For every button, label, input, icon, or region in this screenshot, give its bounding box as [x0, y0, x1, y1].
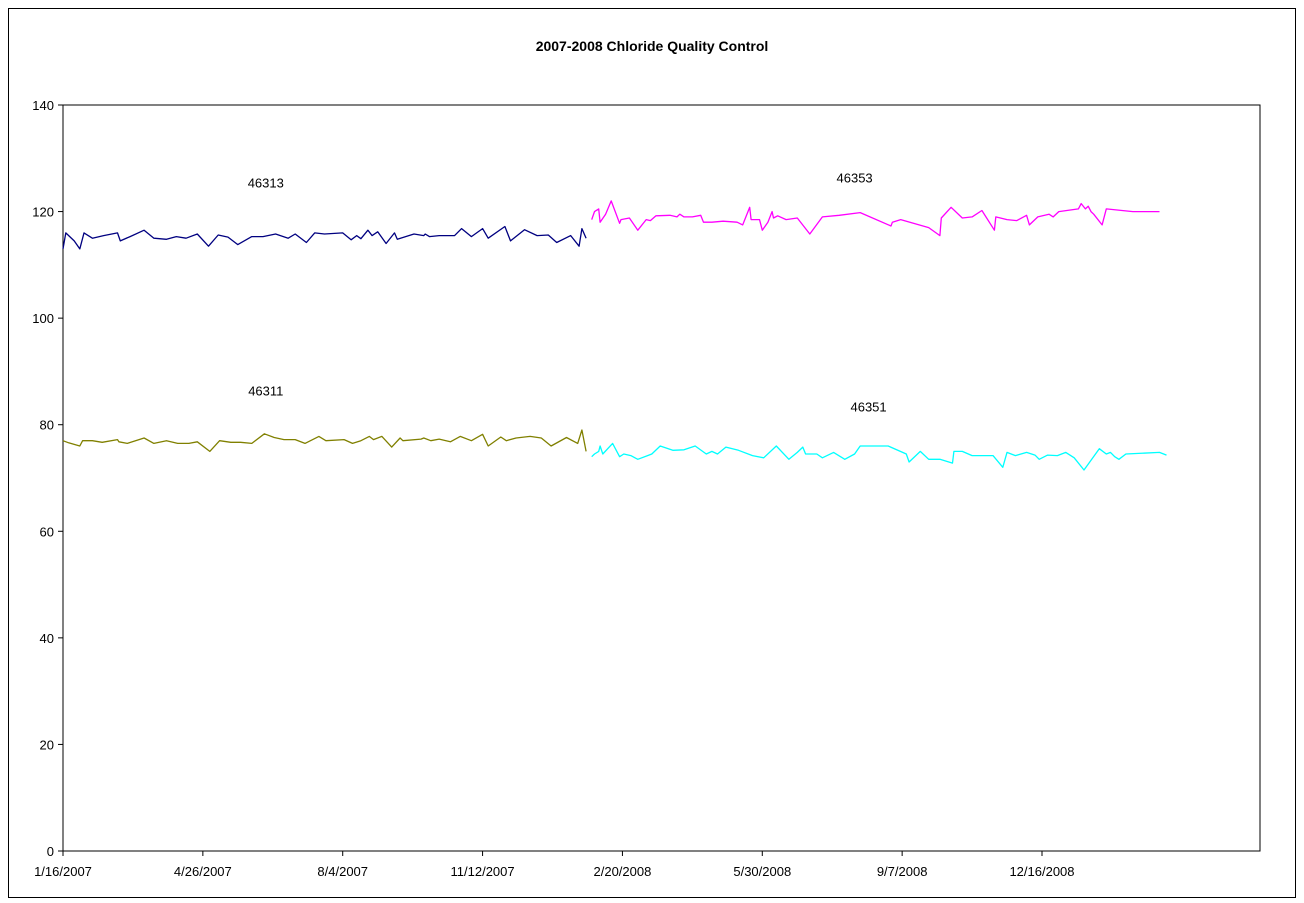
series-labels: 46313 46311 46353 46351 [248, 170, 887, 414]
series-label-46313: 46313 [248, 176, 284, 191]
x-tick-label: 4/26/2007 [174, 864, 232, 879]
y-tick-label: 0 [47, 844, 54, 859]
y-tick-label: 120 [32, 205, 54, 220]
y-tick-label: 100 [32, 311, 54, 326]
x-tick-label: 11/12/2007 [451, 864, 515, 879]
chart-title: 2007-2008 Chloride Quality Control [535, 38, 769, 54]
x-tick-label: 9/7/2008 [877, 864, 928, 879]
series-line-46353 [591, 200, 1160, 237]
series-line-46311 [62, 429, 587, 453]
series-label-46311: 46311 [248, 383, 283, 398]
x-tick-label: 8/4/2007 [317, 864, 368, 879]
x-tick-label: 2/20/2008 [594, 864, 652, 879]
y-tick-label: 140 [32, 98, 54, 113]
plot-area-border [62, 104, 1261, 852]
series-layer [62, 200, 1167, 471]
y-tick-label: 60 [40, 524, 54, 539]
x-tick-label: 1/16/2007 [34, 864, 92, 879]
x-tick-label: 5/30/2008 [733, 864, 791, 879]
series-line-46313 [62, 225, 587, 250]
y-tick-label: 40 [40, 631, 54, 646]
y-tick-label: 20 [40, 737, 54, 752]
axes: 0 20 40 60 80 100 120 140 1/16/2007 4/26/2007 8/4/… [32, 98, 1261, 879]
series-line-46351 [591, 442, 1167, 471]
series-label-46351: 46351 [850, 399, 886, 414]
y-tick-label: 80 [40, 418, 54, 433]
x-tick-label: 12/16/2008 [1009, 864, 1074, 879]
series-label-46353: 46353 [837, 170, 873, 185]
